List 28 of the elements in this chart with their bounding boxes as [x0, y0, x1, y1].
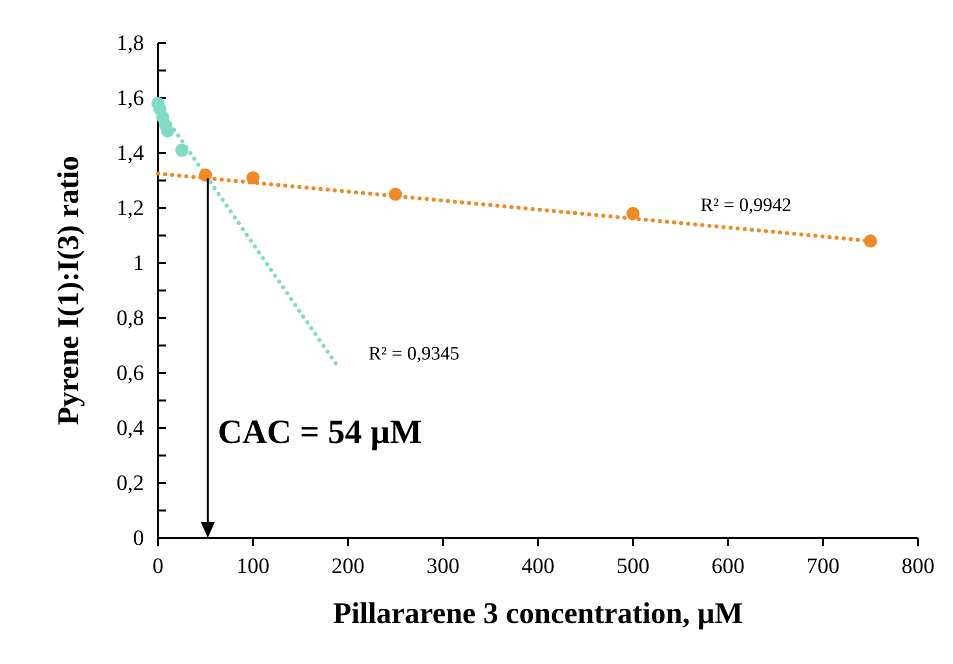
y-tick-label: 1,4 — [116, 140, 144, 165]
y-axis-title: Pyrene I(1):I(3) ratio — [52, 156, 85, 426]
point — [161, 124, 174, 138]
x-tick-label: 800 — [902, 553, 934, 578]
annotation: CAC = 54 µM — [218, 414, 422, 451]
x-tick-label: 200 — [332, 553, 364, 578]
y-tick-label: 1 — [133, 250, 144, 275]
x-tick-label: 300 — [426, 553, 460, 578]
point — [626, 207, 640, 220]
point — [864, 234, 877, 248]
x-tick-label: 700 — [806, 553, 840, 578]
x-tick-label: 600 — [712, 553, 744, 578]
x-axis-title: Pillararene 3 concentration, µM — [333, 597, 743, 630]
x-tick-label: 0 — [152, 553, 164, 578]
point — [175, 144, 188, 157]
y-tick-label: 0,4 — [116, 415, 144, 440]
annotation: R² = 0,9942 — [700, 195, 792, 216]
x-tick-label: 100 — [236, 553, 270, 578]
y-tick-label: 1,8 — [116, 30, 144, 55]
y-tick-label: 0 — [133, 525, 144, 550]
y-tick-label: 1,6 — [116, 85, 144, 110]
y-tick-label: 1,2 — [116, 195, 144, 220]
x-tick-label: 400 — [522, 553, 554, 578]
annotation: R² = 0,9345 — [368, 344, 460, 364]
y-tick-label: 0,6 — [116, 360, 144, 385]
y-tick-label: 0,2 — [116, 470, 144, 495]
y-tick-label: 0,8 — [116, 305, 144, 330]
x-tick-label: 500 — [616, 553, 650, 578]
